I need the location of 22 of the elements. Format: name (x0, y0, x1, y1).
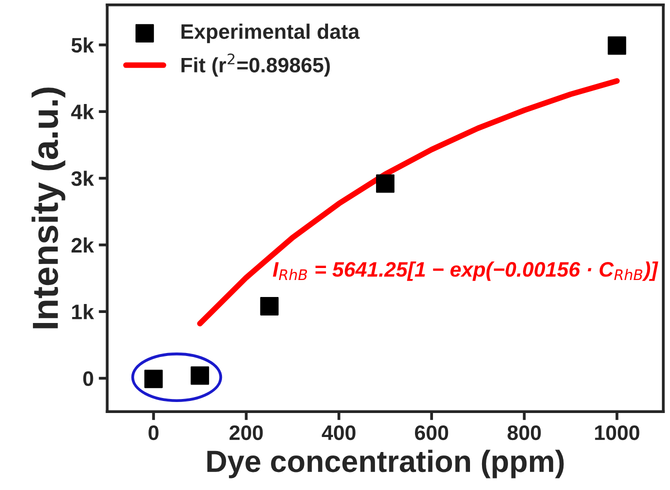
point (144, 370, 163, 388)
x-tick-label: 800 (508, 425, 541, 440)
point (608, 36, 626, 55)
y-tick-label: 4k (71, 104, 94, 120)
x-tick-label: 200 (230, 425, 263, 440)
y-tick-label: 3k (71, 170, 94, 186)
legend-label: Fit (r$^{2}$=0.89865) (182, 53, 330, 77)
y-tick-label: 5k (71, 37, 94, 53)
y-tick-label: 2k (72, 237, 94, 252)
x-tick-label: 600 (414, 425, 448, 440)
point (190, 366, 210, 385)
y-axis-title: Intensity (a.u.) (32, 88, 66, 328)
point (260, 297, 279, 316)
y-tick-label: 0 (83, 371, 94, 386)
annotation: I$_{RhB}$ = 5641.25[1 − exp(−0.00156 · C$_{RhB}$)] (272, 261, 658, 281)
x-tick-label: 1000 (595, 425, 640, 440)
point (376, 174, 394, 193)
x-tick-label: 400 (322, 425, 356, 440)
legend-label: Experimental data (182, 24, 360, 44)
x-tick-label: 0 (148, 425, 158, 440)
y-tick-label: 1k (72, 304, 94, 320)
x-axis-title: Dye concentration (ppm) (207, 450, 564, 478)
